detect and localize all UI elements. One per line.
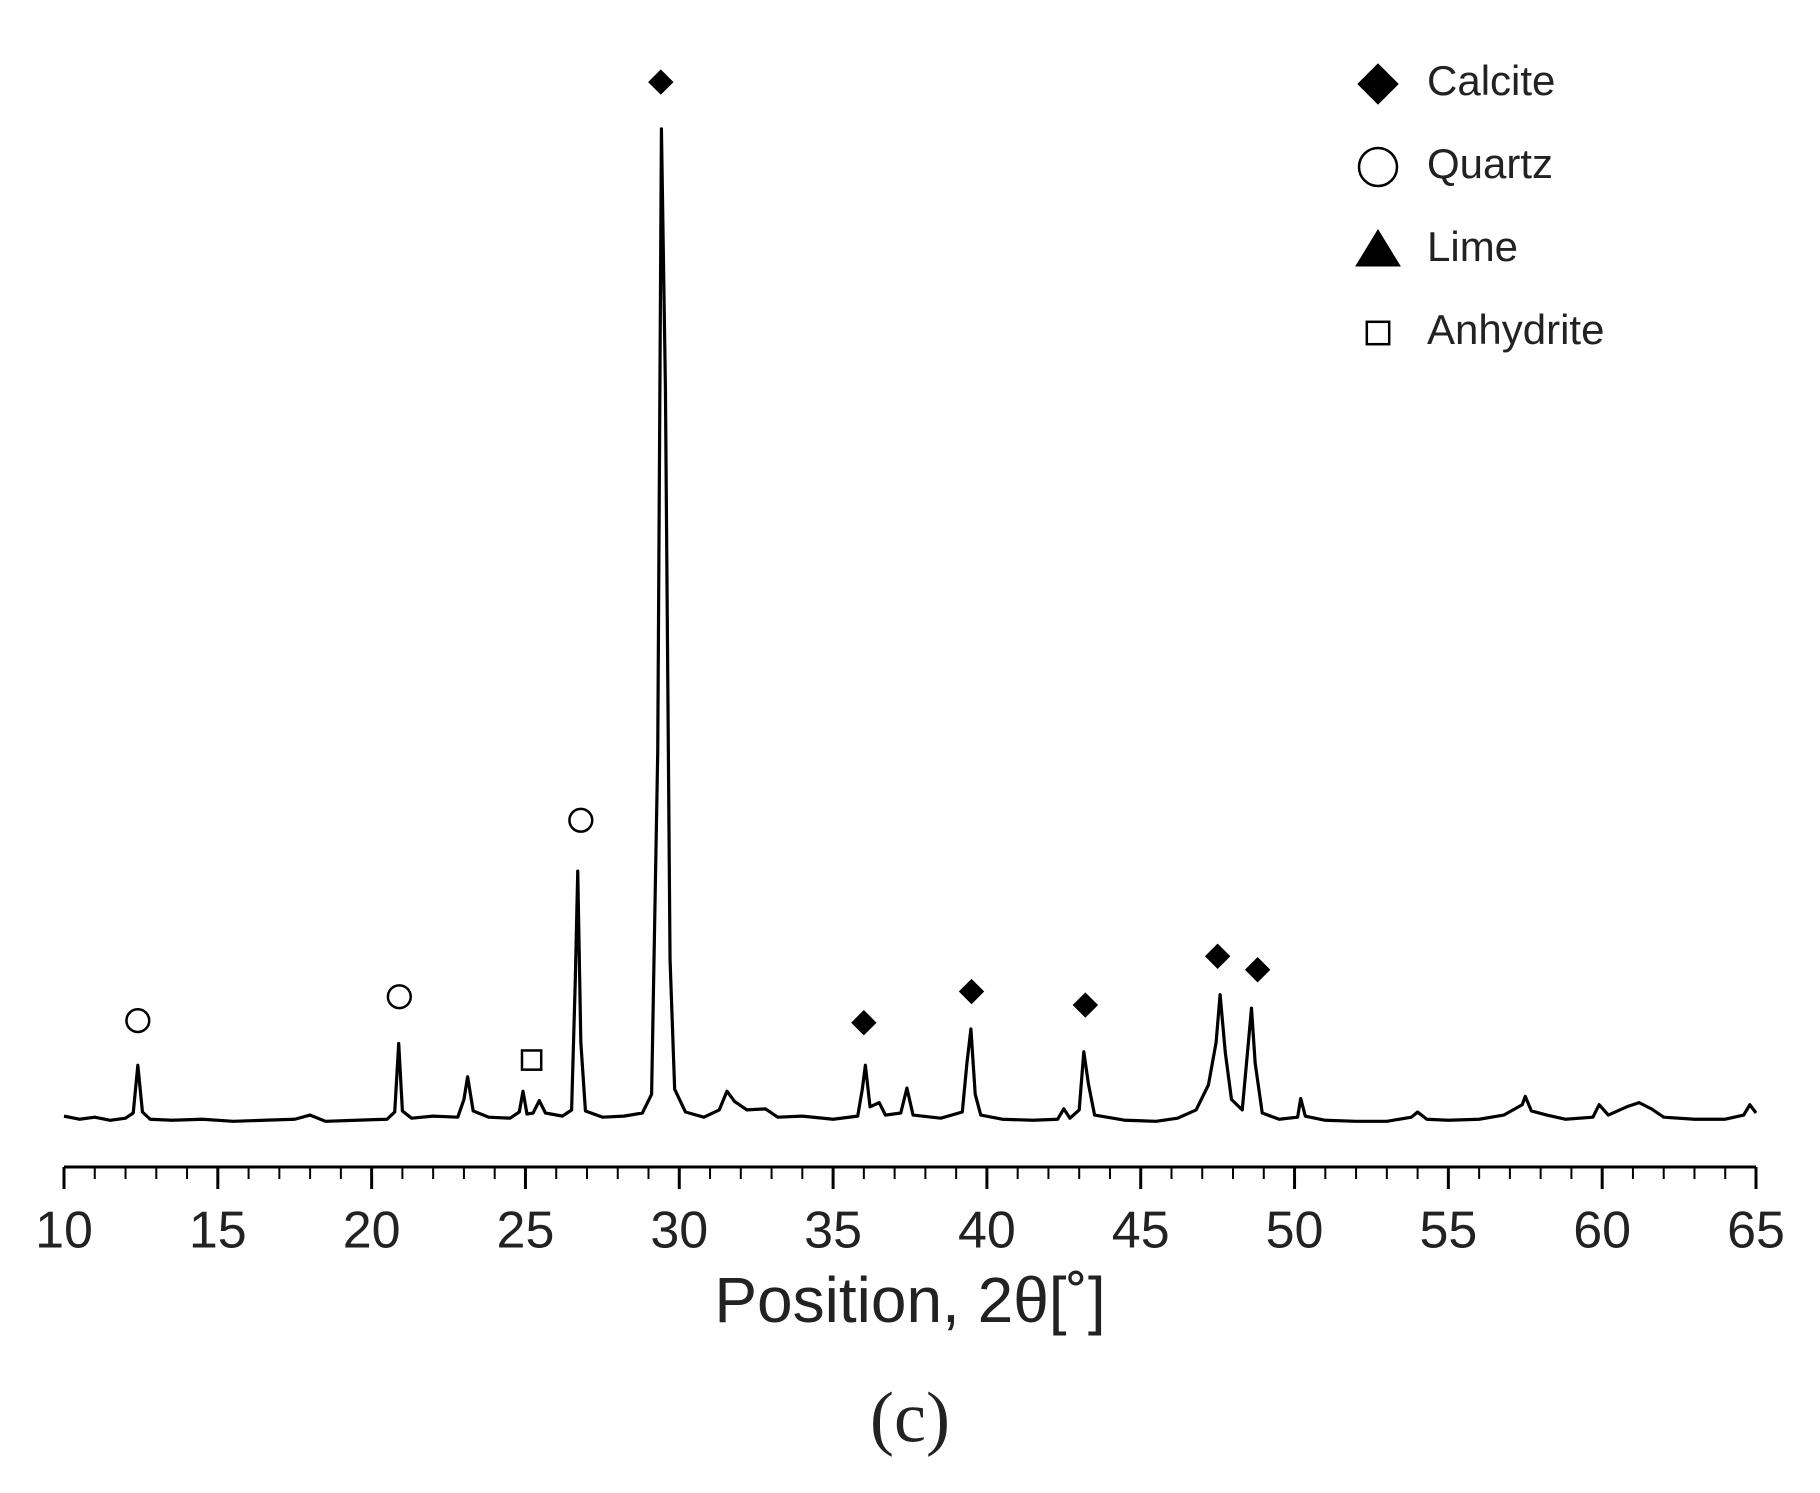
legend-marker xyxy=(1365,320,1391,346)
legend-marker xyxy=(1357,63,1399,105)
legend-label: Lime xyxy=(1427,223,1518,270)
marker xyxy=(648,69,674,95)
xrd-pattern xyxy=(63,127,1758,1123)
x-tick-label: 40 xyxy=(958,1202,1016,1260)
x-tick-label: 20 xyxy=(343,1202,401,1260)
marker xyxy=(1244,957,1271,983)
marker xyxy=(851,1009,877,1036)
marker xyxy=(958,978,985,1005)
x-tick-label: 65 xyxy=(1727,1202,1785,1260)
panel-label: (c) xyxy=(870,1378,950,1458)
x-tick-label: 15 xyxy=(189,1202,247,1260)
legend-marker xyxy=(1355,229,1401,267)
x-tick-label: 25 xyxy=(497,1202,555,1260)
x-tick-label: 35 xyxy=(804,1202,862,1260)
x-tick-label: 50 xyxy=(1266,1202,1324,1260)
x-tick-label: 55 xyxy=(1419,1202,1477,1260)
x-tick-label: 45 xyxy=(1112,1202,1170,1260)
legend-label: Quartz xyxy=(1427,140,1553,187)
legend-label: Calcite xyxy=(1427,57,1555,104)
marker xyxy=(125,1007,151,1034)
marker xyxy=(520,1049,543,1071)
x-tick-label: 30 xyxy=(650,1202,708,1260)
marker xyxy=(1072,992,1099,1018)
marker xyxy=(1204,943,1231,969)
marker xyxy=(386,984,412,1010)
x-tick-label: 60 xyxy=(1573,1202,1631,1260)
marker xyxy=(568,807,594,833)
x-tick-label: 10 xyxy=(35,1202,93,1260)
legend-label: Anhydrite xyxy=(1427,306,1604,353)
legend-marker xyxy=(1357,146,1399,188)
x-axis-title: Position, 2θ[˚] xyxy=(714,1264,1105,1336)
